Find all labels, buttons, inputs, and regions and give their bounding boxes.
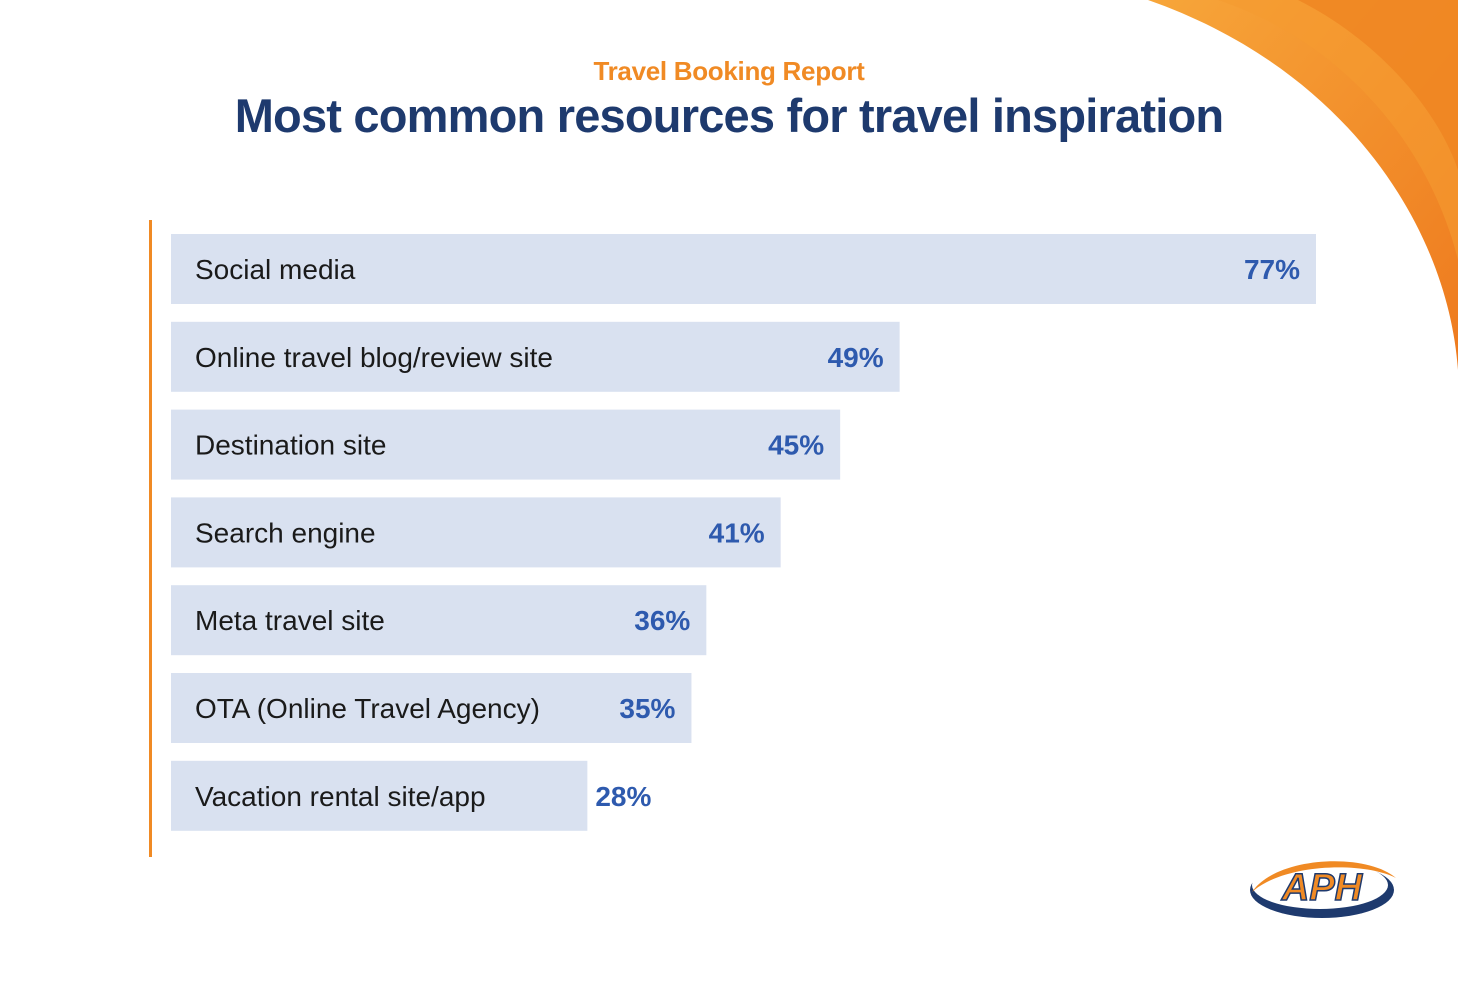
bar-value-label: 45% [768,430,824,461]
aph-logo: APH [1250,861,1396,918]
bar [171,585,707,656]
bar-value-label: 28% [595,781,651,812]
bar [171,409,841,480]
report-supertitle: Travel Booking Report [593,56,865,86]
bar-value-label: 49% [828,342,884,373]
bar-value-label: 35% [619,693,675,724]
bar [171,234,1316,304]
bar-category-label: OTA (Online Travel Agency) [195,693,540,724]
decorative-corner-swoosh [1148,0,1458,370]
axis-accent-line [149,220,152,857]
bar [171,497,781,568]
bar-category-label: Meta travel site [195,605,385,636]
bar [171,673,692,743]
svg-text:APH: APH [1281,867,1364,909]
bar-category-label: Vacation rental site/app [195,781,486,812]
bar-category-label: Social media [195,254,356,285]
bar-value-label: 41% [709,517,765,548]
bar [171,760,588,831]
bar-category-label: Search engine [195,517,376,548]
bar-value-label: 77% [1244,254,1300,285]
bar [171,321,900,392]
chart-title: Most common resources for travel inspira… [234,89,1224,142]
bar-category-label: Online travel blog/review site [195,342,553,373]
bar-category-label: Destination site [195,430,386,461]
bar-value-label: 36% [634,605,690,636]
